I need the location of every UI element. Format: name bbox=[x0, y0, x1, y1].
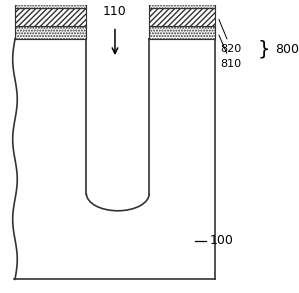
Text: 800: 800 bbox=[275, 43, 299, 56]
Text: }: } bbox=[258, 40, 270, 59]
Bar bbox=[15, 26, 86, 39]
Bar bbox=[15, 8, 86, 26]
Text: 110: 110 bbox=[103, 5, 127, 18]
Text: 830: 830 bbox=[0, 292, 1, 293]
Bar bbox=[149, 0, 215, 8]
Bar bbox=[149, 26, 215, 39]
Text: 100: 100 bbox=[209, 234, 233, 247]
Bar bbox=[15, 0, 86, 8]
Bar bbox=[149, 8, 215, 26]
Text: 820: 820 bbox=[219, 19, 242, 54]
Text: 810: 810 bbox=[219, 35, 242, 69]
